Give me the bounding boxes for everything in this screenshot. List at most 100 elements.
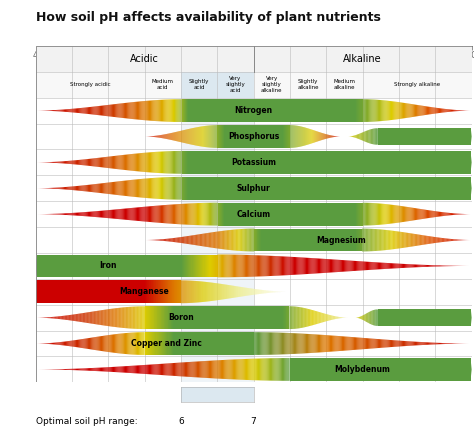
Polygon shape: [236, 177, 237, 200]
Polygon shape: [371, 177, 373, 200]
Polygon shape: [441, 358, 442, 381]
Polygon shape: [89, 312, 90, 323]
Polygon shape: [364, 151, 365, 174]
Polygon shape: [251, 288, 252, 295]
Polygon shape: [261, 290, 262, 294]
Polygon shape: [204, 99, 206, 122]
Polygon shape: [298, 99, 300, 122]
Polygon shape: [71, 254, 72, 277]
Polygon shape: [426, 128, 427, 145]
Polygon shape: [355, 99, 356, 122]
Polygon shape: [210, 125, 211, 148]
Polygon shape: [248, 229, 249, 251]
Polygon shape: [108, 156, 109, 168]
Polygon shape: [202, 126, 203, 147]
Polygon shape: [436, 237, 437, 243]
Polygon shape: [194, 281, 195, 303]
Polygon shape: [307, 151, 308, 174]
Polygon shape: [404, 177, 405, 200]
Polygon shape: [247, 99, 248, 122]
Polygon shape: [133, 254, 134, 277]
Polygon shape: [265, 306, 266, 329]
Polygon shape: [245, 255, 246, 277]
Polygon shape: [174, 238, 175, 242]
Polygon shape: [184, 177, 185, 200]
Polygon shape: [428, 107, 429, 114]
Polygon shape: [214, 283, 215, 301]
Polygon shape: [214, 177, 215, 200]
Polygon shape: [456, 110, 457, 111]
Polygon shape: [299, 307, 300, 328]
Polygon shape: [290, 257, 291, 275]
Polygon shape: [425, 265, 426, 267]
Polygon shape: [261, 203, 262, 225]
Polygon shape: [87, 185, 88, 191]
Polygon shape: [315, 258, 316, 274]
Polygon shape: [202, 177, 203, 200]
Polygon shape: [76, 314, 77, 321]
Polygon shape: [336, 229, 337, 251]
Polygon shape: [122, 155, 123, 170]
Polygon shape: [141, 254, 142, 277]
Polygon shape: [130, 102, 131, 119]
Polygon shape: [368, 130, 369, 143]
Polygon shape: [223, 254, 224, 277]
Polygon shape: [435, 151, 436, 174]
Polygon shape: [105, 157, 106, 168]
Polygon shape: [460, 151, 461, 174]
Polygon shape: [234, 332, 235, 355]
Polygon shape: [391, 340, 392, 347]
Polygon shape: [340, 203, 341, 225]
Polygon shape: [148, 332, 149, 355]
Polygon shape: [337, 336, 338, 351]
Polygon shape: [116, 156, 117, 169]
Polygon shape: [435, 177, 436, 200]
Polygon shape: [142, 306, 143, 329]
Polygon shape: [389, 230, 390, 250]
Polygon shape: [451, 343, 452, 344]
Polygon shape: [432, 237, 433, 243]
Polygon shape: [240, 99, 242, 122]
Polygon shape: [274, 333, 275, 355]
Polygon shape: [297, 151, 298, 174]
Polygon shape: [115, 254, 116, 277]
Polygon shape: [46, 162, 47, 163]
Polygon shape: [248, 288, 249, 295]
Polygon shape: [285, 257, 286, 275]
Polygon shape: [178, 332, 180, 355]
Polygon shape: [284, 177, 285, 200]
Polygon shape: [362, 151, 363, 174]
Polygon shape: [328, 135, 329, 138]
Bar: [254, 46, 472, 72]
Polygon shape: [326, 203, 327, 225]
Polygon shape: [312, 151, 313, 174]
Polygon shape: [320, 335, 321, 352]
Polygon shape: [317, 311, 318, 324]
Polygon shape: [281, 125, 282, 148]
Polygon shape: [75, 108, 76, 113]
Polygon shape: [218, 306, 219, 329]
Polygon shape: [203, 151, 204, 174]
Polygon shape: [330, 335, 331, 352]
Polygon shape: [452, 239, 453, 241]
Polygon shape: [247, 229, 248, 251]
Polygon shape: [113, 334, 114, 353]
Polygon shape: [371, 229, 372, 251]
Polygon shape: [293, 333, 294, 354]
Polygon shape: [464, 358, 465, 381]
Polygon shape: [51, 188, 52, 189]
Polygon shape: [78, 281, 79, 303]
Polygon shape: [396, 309, 397, 326]
Polygon shape: [213, 332, 214, 355]
Polygon shape: [399, 102, 400, 119]
Polygon shape: [79, 340, 80, 348]
Polygon shape: [436, 151, 437, 174]
Bar: [290, 72, 326, 97]
Polygon shape: [414, 264, 415, 267]
Polygon shape: [457, 309, 458, 326]
Polygon shape: [236, 306, 237, 329]
Polygon shape: [279, 203, 280, 225]
Polygon shape: [243, 125, 244, 148]
Polygon shape: [366, 131, 367, 142]
Polygon shape: [298, 229, 299, 251]
